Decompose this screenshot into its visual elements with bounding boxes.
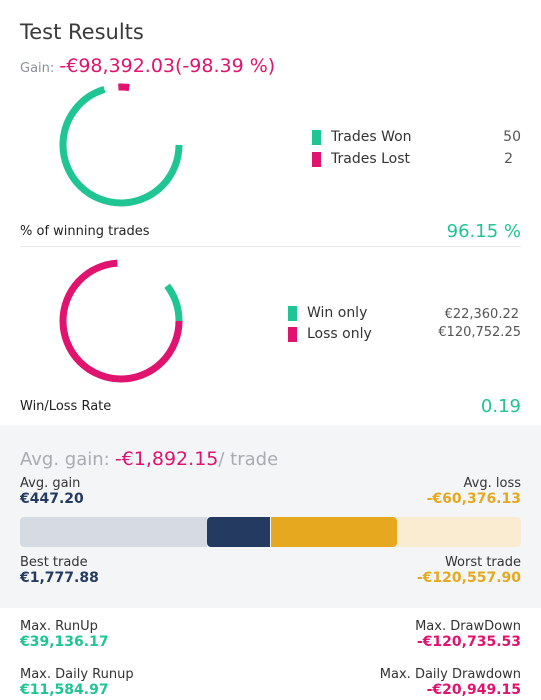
max-runup-label: Max. RunUp [20, 619, 98, 634]
avg-loss-value: -€60,376.13 [426, 491, 521, 507]
winloss-rate-label: Win/Loss Rate [20, 399, 112, 414]
legend-swatch-lost [312, 151, 321, 167]
avg-loss-segment [271, 517, 397, 547]
max-daily-drawdown-value: -€20,949.15 [426, 682, 521, 698]
worst-trade-value: -€120,557.90 [416, 570, 521, 586]
trades-won-count: 50 [503, 129, 521, 145]
best-trade-label: Best trade [20, 555, 88, 570]
avg-gain-per-trade: Avg. gain: -€1,892.15/ trade [20, 448, 278, 470]
avg-loss-label: Avg. loss [463, 476, 521, 491]
worst-trade-label: Worst trade [444, 555, 521, 570]
best-trade-value: €1,777.88 [20, 570, 99, 586]
winning-pct-value: 96.15 % [446, 221, 521, 242]
winning-pct-label: % of winning trades [20, 224, 150, 239]
legend-label: Trades Lost [331, 151, 410, 167]
trades-lost-arc [59, 83, 183, 207]
max-drawdown-label: Max. DrawDown [415, 619, 521, 634]
divider [20, 246, 521, 247]
winloss-rate-value: 0.19 [480, 396, 521, 417]
trade-range-bar [20, 517, 521, 547]
range-track-right [397, 517, 521, 547]
legend-swatch-loss [288, 326, 297, 342]
range-track-left [20, 517, 207, 547]
per-trade-suffix: / trade [218, 449, 279, 470]
trades-donut-chart [59, 83, 183, 207]
trades-won-arc [59, 83, 183, 207]
max-daily-drawdown-label: Max. Daily Drawdown [379, 667, 521, 682]
max-daily-runup-label: Max. Daily Runup [20, 667, 134, 682]
averages-panel [0, 425, 541, 608]
page-title: Test Results [20, 20, 144, 44]
avg-gain-prefix: Avg. gain: [20, 449, 110, 470]
loss-only-arc [59, 259, 183, 383]
max-drawdown-value: -€120,735.53 [416, 634, 521, 650]
max-runup-value: €39,136.17 [20, 634, 109, 650]
gain-row: Gain: -€98,392.03(-98.39 %) [20, 55, 275, 77]
legend-win-only: Win only [288, 305, 367, 321]
trades-lost-count: 2 [504, 151, 513, 167]
gain-label: Gain: [20, 61, 55, 76]
avg-gain-value: €447.20 [20, 491, 84, 507]
gain-value: -€98,392.03(-98.39 %) [59, 55, 276, 77]
legend-swatch-win [288, 305, 297, 321]
avg-gain-per-trade-value: -€1,892.15 [114, 448, 219, 470]
max-daily-runup-value: €11,584.97 [20, 682, 109, 698]
legend-loss-only: Loss only [288, 326, 372, 342]
legend-label: Win only [307, 305, 368, 321]
winloss-donut-chart [59, 259, 183, 383]
legend-trades-lost: Trades Lost [312, 151, 410, 167]
win-only-value: €22,360.22 [444, 307, 519, 322]
avg-gain-segment [207, 517, 270, 547]
avg-gain-label: Avg. gain [20, 476, 81, 491]
legend-swatch-won [312, 129, 321, 145]
legend-label: Trades Won [331, 129, 412, 145]
legend-label: Loss only [307, 326, 372, 342]
loss-only-value: €120,752.25 [438, 325, 521, 340]
legend-trades-won: Trades Won [312, 129, 412, 145]
